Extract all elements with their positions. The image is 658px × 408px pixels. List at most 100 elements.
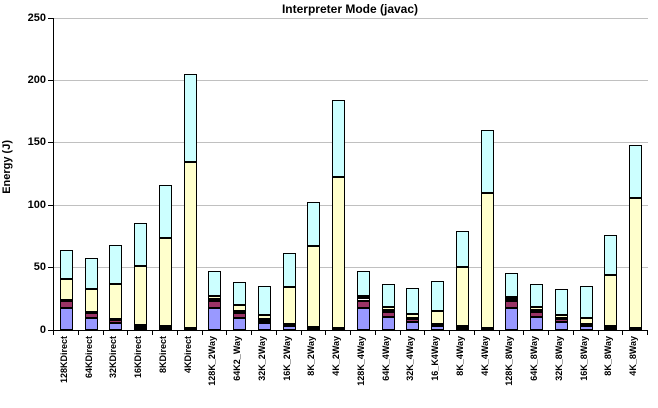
y-tick-100 [48, 204, 53, 206]
x-tick-17 [473, 331, 475, 335]
bar-16K_2Way [282, 18, 296, 330]
x-label-64K_4Way: 64K_4Way [380, 336, 391, 381]
x-tick-12 [350, 331, 351, 335]
y-tick-200 [48, 79, 53, 81]
bar-16K_8Way [579, 18, 593, 330]
bar-64KDirect [84, 18, 98, 330]
bar-64K_8Way [530, 18, 544, 330]
bar-segment-segment-4-cream [431, 311, 445, 325]
bar-segment-segment-5-cyan [554, 288, 568, 316]
bar-segment-segment-3-white [59, 300, 73, 303]
bar-segment-segment-3-white [332, 328, 346, 331]
bar-segment-segment-3-white [505, 298, 519, 302]
bar-segment-segment-3-white [307, 326, 321, 329]
x-label-32K_2Way: 32K_2Way [256, 336, 267, 381]
bar-segment-segment-1-purple [208, 307, 222, 330]
x-label-128K_4Way: 128K_4Way [355, 336, 366, 386]
bar-segment-segment-5-cyan [183, 74, 197, 162]
bar-segment-segment-4-cream [109, 283, 123, 319]
bar-segment-segment-5-cyan [59, 249, 73, 279]
bar-128K_2Way [208, 18, 222, 330]
x-tick-22 [597, 331, 599, 335]
bar-4KDirect [183, 18, 197, 331]
x-label-8K_8Way: 8K_8Way [603, 336, 614, 376]
bar-segment-segment-4-cream [233, 305, 247, 312]
plot-area [53, 17, 648, 331]
bar-segment-segment-1-purple [134, 327, 148, 330]
bar-segment-segment-5-cyan [307, 201, 321, 247]
x-tick-0 [53, 331, 54, 335]
bar-segment-segment-1-purple [505, 308, 519, 330]
bar-segment-segment-4-cream [579, 317, 593, 324]
x-label-16_K4Way: 16_K4Way [430, 336, 441, 381]
bar-segment-segment-5-cyan [480, 130, 494, 193]
bar-segment-segment-3-white [134, 325, 148, 327]
x-label-8K_4Way: 8K_4Way [454, 336, 465, 376]
bar-segment-segment-5-cyan [381, 283, 395, 307]
bar-segment-segment-5-cyan [233, 281, 247, 306]
bar-segment-segment-5-cyan [530, 283, 544, 307]
bar-segment-segment-5-cyan [84, 257, 98, 290]
bar-segment-segment-5-cyan [257, 285, 271, 315]
y-tick-150 [48, 142, 53, 144]
x-label-16KDirect: 16KDirect [133, 336, 144, 379]
y-tick-label-100: 100 [27, 198, 46, 211]
chart-title: Interpreter Mode (javac) [281, 2, 419, 16]
bar-segment-segment-2-maroon [208, 301, 222, 308]
bar-segment-segment-1-purple [579, 326, 593, 330]
bar-segment-segment-3-white [431, 324, 445, 327]
x-label-128K_2Way: 128K_2Way [207, 336, 218, 386]
x-tick-16 [449, 331, 450, 335]
x-tick-3 [127, 331, 129, 335]
x-tick-19 [523, 331, 525, 335]
bar-16KDirect [134, 18, 148, 330]
bar-segment-segment-5-cyan [455, 230, 469, 267]
bar-segment-segment-5-cyan [332, 99, 346, 178]
bar-64K_4Way [381, 18, 395, 330]
y-tick-label-250: 250 [27, 11, 46, 24]
x-tick-5 [176, 331, 178, 335]
bar-segment-segment-5-cyan [109, 245, 123, 284]
bar-segment-segment-3-white [84, 311, 98, 314]
bar-segment-segment-3-white [282, 324, 296, 327]
x-tick-13 [374, 331, 376, 335]
bar-segment-segment-4-cream [183, 161, 197, 328]
x-tick-21 [572, 331, 574, 335]
bar-segment-segment-4-cream [406, 313, 420, 318]
bar-segment-segment-4-cream [455, 266, 469, 327]
x-tick-1 [77, 331, 79, 335]
bar-segment-segment-3-white [455, 326, 469, 329]
bar-segment-segment-1-purple [109, 322, 123, 330]
bar-segment-segment-1-purple [381, 316, 395, 330]
bar-4K_4Way [480, 18, 494, 331]
bar-8KDirect [158, 18, 172, 331]
bar-segment-segment-3-white [109, 318, 123, 321]
x-tick-14 [399, 331, 401, 335]
bar-128KDirect [59, 18, 73, 330]
bar-segment-segment-2-maroon [505, 301, 519, 309]
gridline-100 [54, 204, 648, 206]
bar-segment-segment-5-cyan [282, 252, 296, 287]
y-tick-label-200: 200 [27, 73, 46, 86]
bar-segment-segment-5-cyan [356, 270, 370, 297]
bar-segment-segment-2-maroon [257, 320, 271, 324]
bar-segment-segment-3-white [406, 317, 420, 320]
gridline-200 [54, 79, 648, 81]
bar-segment-segment-1-purple [84, 317, 98, 330]
bar-32K_4Way [406, 18, 420, 330]
bar-segment-segment-1-purple [233, 317, 247, 330]
bar-segment-segment-4-cream [332, 177, 346, 329]
bar-32K_2Way [257, 18, 271, 330]
bar-segment-segment-4-cream [530, 306, 544, 311]
bar-segment-segment-3-white [257, 318, 271, 321]
bar-8K_2Way [307, 18, 321, 331]
x-label-4KDirect: 4KDirect [182, 336, 193, 374]
y-tick-label-50: 50 [33, 261, 46, 274]
x-label-64KDirect: 64KDirect [83, 336, 94, 379]
x-tick-20 [548, 331, 549, 335]
bar-segment-segment-3-white [554, 317, 568, 320]
bar-segment-segment-2-maroon [530, 311, 544, 317]
x-label-4K_2Way: 4K_2Way [331, 336, 342, 376]
bar-segment-segment-5-cyan [134, 222, 148, 266]
